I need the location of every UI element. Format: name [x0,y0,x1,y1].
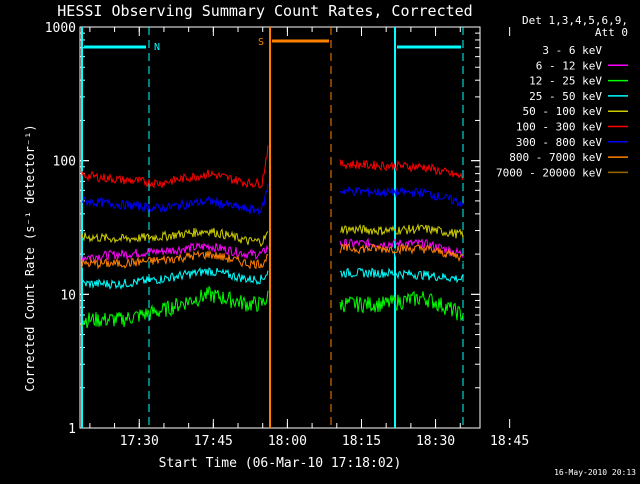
legend-label: 25 - 50 keV [529,90,602,103]
x-tick-label: 17:45 [194,434,233,449]
y-tick-label: 10 [60,288,76,303]
legend-label: 3 - 6 keV [542,44,602,57]
series-line-1 [339,245,464,268]
legend-label: 300 - 800 keV [516,136,602,149]
date-stamp: 16-May-2010 20:13 [554,468,636,477]
legend-label: 7000 - 20000 keV [496,166,602,179]
y-tick-label: 1000 [45,21,76,36]
series-line-1 [81,257,269,277]
series-line-5 [339,223,464,239]
x-tick-label: 18:15 [342,434,381,449]
x-axis-label: Start Time (06-Mar-10 17:18:02) [159,456,402,471]
x-tick-label: 17:30 [120,434,159,449]
series-line-3 [339,290,464,322]
series-line-7 [81,183,269,216]
legend-label: 6 - 12 keV [536,59,603,72]
series-lines [81,145,464,329]
saa-label: S [258,37,264,48]
axes [79,26,511,429]
legend-header: Det 1,3,4,5,6,9, [522,14,628,27]
y-axis-label: Corrected Count Rate (s⁻¹ detector⁻¹) [23,124,37,391]
series-line-4 [81,267,269,290]
y-tick-label: 1 [68,422,76,437]
series-line-4 [339,267,464,284]
series-line-3 [81,285,269,329]
x-tick-label: 18:30 [416,434,455,449]
legend-label: 12 - 25 keV [529,75,602,88]
series-line-6 [81,145,269,189]
legend-label: 50 - 100 keV [523,105,603,118]
series-line-7 [339,185,464,208]
series-line-6 [339,159,464,181]
chart-title: HESSI Observing Summary Count Rates, Cor… [57,2,472,20]
x-tick-label: 18:00 [268,434,307,449]
legend-label: 800 - 7000 keV [509,151,602,164]
y-tick-label: 100 [53,155,76,170]
plot-frame [79,26,481,429]
legend-header: Att 0 [595,26,628,39]
x-tick-label: 18:45 [490,434,529,449]
series-line-8 [339,242,464,263]
tick-labels: 17:30 17:45 18:00 18:15 18:30 18:45 1 10 100 1000 [45,21,530,449]
legend-label: 100 - 300 keV [516,121,602,134]
series-line-8 [81,249,269,270]
series-line-2 [81,242,269,262]
series-line-5 [81,227,269,248]
night-label: N [154,42,160,53]
legend: Det 1,3,4,5,6,9,Att 0 3 - 6 keV 6 - 12 keV… [496,14,628,179]
